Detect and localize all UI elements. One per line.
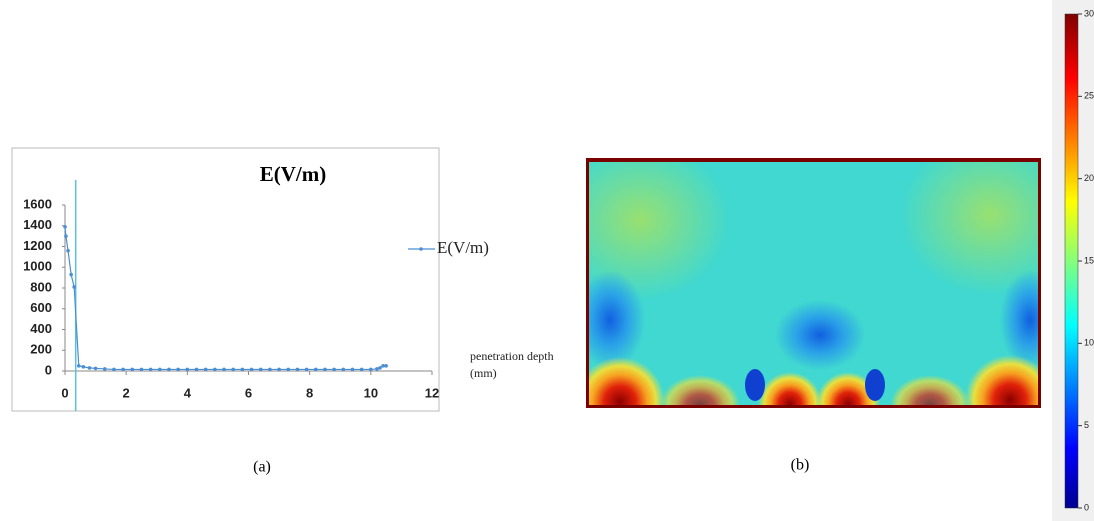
colorbar-tick-label: 20	[1084, 173, 1094, 183]
data-point	[213, 367, 217, 372]
legend-marker	[419, 247, 423, 251]
data-point	[222, 367, 226, 372]
data-point	[249, 367, 254, 372]
y-tick-label: 1000	[23, 259, 52, 274]
data-point	[121, 367, 125, 372]
y-tick-label: 0	[45, 362, 52, 377]
chart-title: E(V/m)	[260, 162, 327, 186]
y-tick-label: 1200	[23, 238, 52, 253]
data-point	[148, 367, 153, 372]
data-point	[63, 224, 67, 229]
data-point	[66, 248, 70, 253]
data-point	[93, 366, 98, 371]
data-point	[81, 365, 86, 369]
colorbar-tick-label: 15	[1084, 255, 1094, 265]
colorbar-axis: 0 5 10 15 20 25 30	[1078, 8, 1094, 512]
x-tick-label: 10	[364, 385, 378, 400]
data-point	[375, 367, 379, 371]
data-point	[341, 367, 346, 372]
heatmap	[589, 162, 1038, 405]
data-point	[130, 367, 135, 372]
data-point	[64, 234, 68, 238]
data-point	[277, 367, 281, 372]
x-tick-label: 12	[425, 385, 439, 400]
data-point	[72, 285, 76, 289]
data-point	[350, 367, 355, 372]
x-tick-label: 4	[184, 385, 192, 400]
line-chart: E(V/m) 0 200 400 600 800 1000 1200 1400 1600 0 2 4 6 8…	[23, 162, 489, 411]
colorbar-tick-label: 10	[1084, 338, 1094, 348]
data-point	[203, 367, 208, 372]
data-point	[87, 366, 92, 370]
x-tick-label: 8	[306, 385, 313, 400]
data-point	[384, 364, 388, 368]
x-tick-label: 6	[245, 385, 252, 400]
x-axis-label: penetration depth (mm)	[470, 349, 554, 380]
data-point	[139, 367, 144, 372]
data-point	[231, 367, 236, 372]
data-point	[378, 366, 382, 370]
x-tick-label: 2	[123, 385, 130, 400]
data-point	[194, 367, 199, 372]
data-point	[381, 364, 385, 368]
data-point	[323, 367, 327, 372]
data-point	[295, 367, 300, 372]
data-point	[304, 367, 309, 372]
data-point	[359, 367, 364, 372]
y-tick-label: 1400	[23, 217, 52, 232]
legend-label: E(V/m)	[437, 238, 489, 257]
y-tick-label: 1600	[23, 196, 52, 211]
data-point	[268, 367, 272, 372]
data-point	[258, 367, 263, 372]
data-point	[240, 367, 245, 372]
x-tick-label: 0	[61, 385, 68, 400]
colorbar	[1064, 13, 1079, 509]
data-point	[332, 367, 336, 372]
y-tick-label: 400	[30, 321, 52, 336]
data-point	[158, 367, 162, 372]
data-point	[102, 367, 107, 371]
colorbar-tick-label: 5	[1084, 420, 1089, 430]
data-point	[369, 367, 373, 372]
caption: (b)	[791, 457, 810, 474]
y-tick-label: 200	[30, 342, 52, 357]
data-point	[313, 367, 318, 372]
colorbar-tick-label: 0	[1084, 502, 1089, 512]
data-point	[167, 367, 171, 372]
y-tick-label: 600	[30, 300, 52, 315]
y-tick-label: 800	[30, 279, 52, 294]
data-point	[286, 367, 291, 372]
colorbar-tick-label: 30	[1084, 8, 1094, 18]
caption: (a)	[253, 459, 271, 476]
data-point	[112, 367, 116, 372]
data-point	[76, 364, 81, 368]
colorbar-tick-label: 25	[1084, 91, 1094, 101]
data-point	[176, 367, 180, 372]
data-point	[185, 367, 190, 372]
data-point	[69, 272, 73, 277]
